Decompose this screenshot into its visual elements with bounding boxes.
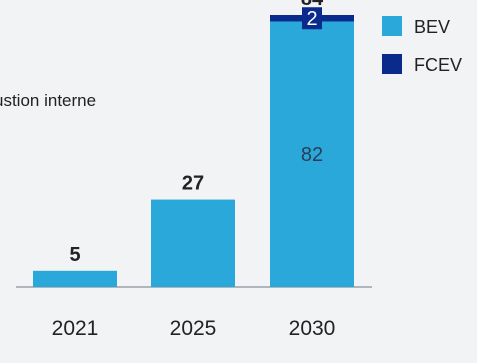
total-label-2030: 84 [301, 0, 324, 10]
segment-label-bev-2030: 82 [301, 144, 323, 166]
legend-swatch-fcev [382, 54, 402, 74]
x-tick-label-2025: 2025 [170, 317, 217, 340]
legend-swatch-bev [382, 16, 402, 36]
legend-label-bev: BEV [414, 17, 450, 37]
legend: BEV FCEV [382, 16, 462, 75]
bar-bev-2021 [33, 270, 117, 287]
bar-bev-2030 [270, 21, 354, 287]
segment-label-bg-fcev-2030 [302, 7, 322, 30]
segment-label-fcev-2030: 2 [306, 8, 317, 30]
annotation-text: ustion interne [0, 91, 96, 110]
labels-group: 2021 5 2025 27 2030 84 82 2 [52, 0, 336, 340]
x-tick-label-2030: 2030 [289, 317, 336, 340]
legend-label-fcev: FCEV [414, 55, 462, 75]
total-label-2025: 27 [182, 173, 204, 195]
bar-bev-2025 [151, 199, 235, 287]
bars-group [33, 7, 354, 287]
total-label-2021: 5 [69, 244, 80, 266]
x-tick-label-2021: 2021 [52, 317, 99, 340]
